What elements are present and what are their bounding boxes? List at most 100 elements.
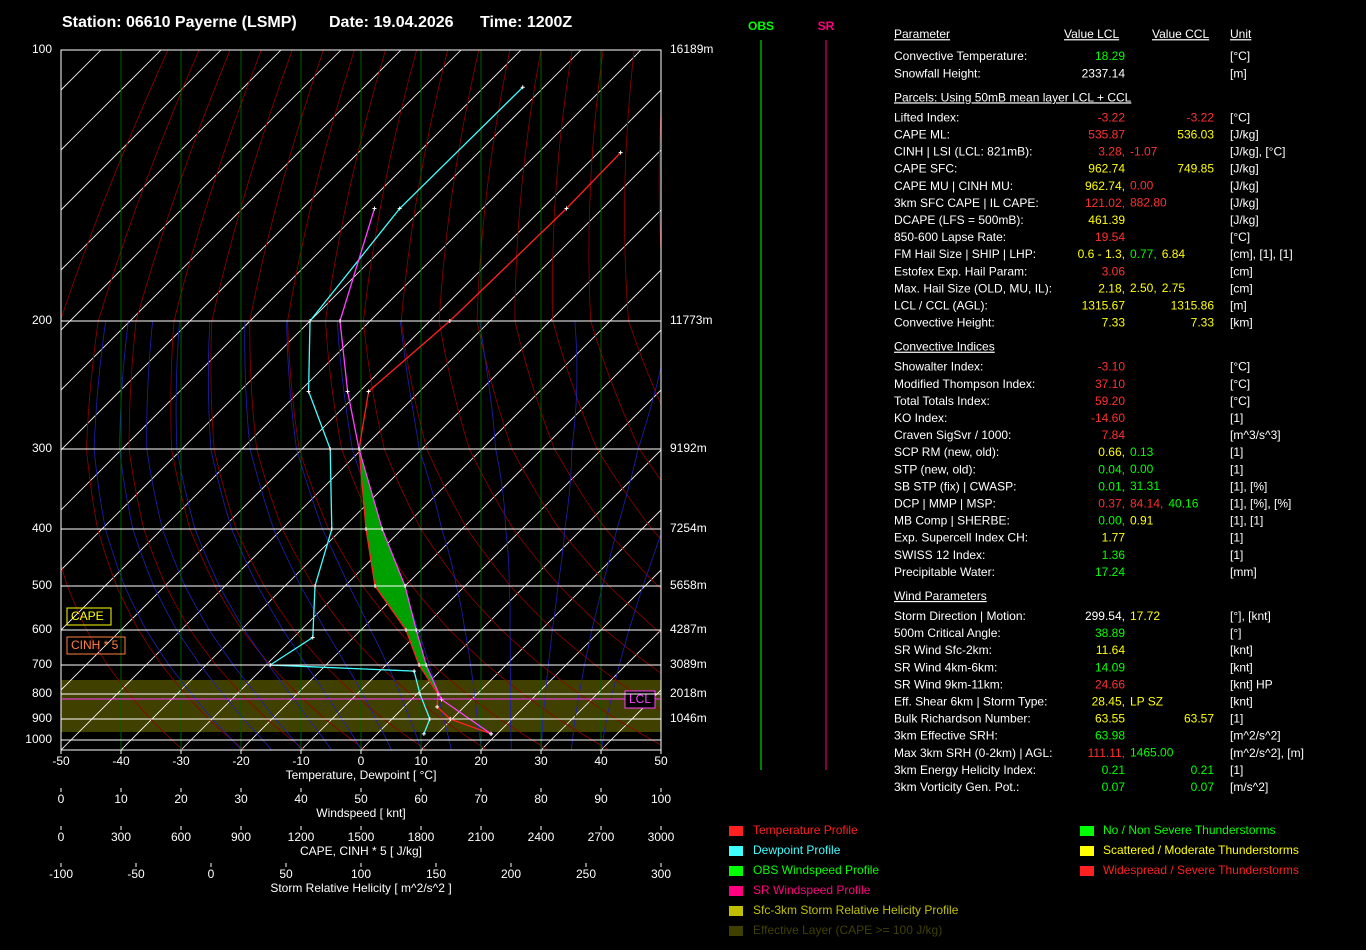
dry-adiabat [210,50,427,750]
x-tick-label: 0 [358,754,365,768]
x-tick-label: 2100 [468,830,495,844]
row-label: Eff. Shear 6km | Storm Type: [894,694,1047,708]
row-label: Showalter Index: [894,360,983,374]
moist-adiabat [208,320,362,750]
moist-adiabat [146,320,302,750]
dry-adiabat [624,50,661,406]
profile-point [421,731,426,736]
x-tick-label: -50 [127,867,145,881]
row-unit: [°], [knt] [1230,609,1271,623]
height-label: 1046m [670,711,707,725]
scale-title: Storm Relative Helicity [ m^2/s^2 ] [270,881,451,895]
isotherm [61,50,582,571]
row-label: 850-600 Lapse Rate: [894,230,1006,244]
row-unit: [m^2/s^2] [1230,729,1281,743]
value-lcl: 0.37, [1098,496,1125,510]
legend-label: Dewpoint Profile [753,843,841,857]
x-tick-label: 1500 [348,830,375,844]
row-unit: [1], [%] [1230,479,1267,493]
isotherm [61,50,462,451]
pressure-label: 800 [32,686,52,700]
row-label: SR Wind Sfc-2km: [894,643,992,657]
profile-point [489,731,494,736]
profile-point [372,206,377,211]
x-tick-label: 1200 [288,830,315,844]
value-lcl: 0.6 - 1.3, [1078,247,1125,261]
dry-adiabat [588,50,661,481]
row-unit: [m] [1230,298,1247,312]
x-tick-label: 30 [534,754,548,768]
value-lcl: 63.98 [1095,729,1125,743]
x-tick-label: 200 [501,867,521,881]
value-lcl: 0.04, [1098,462,1125,476]
value-extra: 0.91 [1130,514,1154,528]
value-lcl: 37.10 [1095,377,1125,391]
value-ccl: 0.07 [1191,780,1215,794]
dry-adiabat [551,50,661,540]
moist-adiabat [399,320,482,750]
pressure-label: 1000 [25,732,52,746]
table-header: Value LCL [1064,27,1119,41]
value-ccl: 63.57 [1184,712,1214,726]
value-segment: 40.16 [1168,496,1198,510]
row-label: Modified Thompson Index: [894,377,1035,391]
row-label: LCL / CCL (AGL): [894,298,988,312]
row-unit: [1] [1230,712,1243,726]
height-label: 11773m [670,313,712,327]
row-unit: [knt] HP [1230,677,1273,691]
moist-adiabat [244,320,392,750]
value-segment: 17.72 [1130,609,1160,623]
x-tick-label: 0 [208,867,215,881]
value-lcl: 2.18, [1098,281,1125,295]
profile-point [520,85,525,90]
cinh-label: CINH * 5 [71,638,119,652]
x-tick-label: -30 [172,754,190,768]
moist-adiabat [286,320,422,750]
moist-adiabat [600,532,661,750]
legend-label: Widespread / Severe Thunderstorms [1103,863,1299,877]
value-lcl: 1315.67 [1082,298,1126,312]
value-lcl: 0.66, [1098,445,1125,459]
legend-swatch [1080,826,1094,836]
value-lcl: -14.60 [1091,411,1125,425]
legend-label: OBS Windspeed Profile [753,863,879,877]
value-lcl: 121.02, [1085,196,1125,210]
wind-column-label: SR [818,19,835,33]
row-label: 3km Vorticity Gen. Pot.: [894,780,1019,794]
x-tick-label: 250 [576,867,596,881]
section-title: Parcels: Using 50mB mean layer LCL + CCL [894,90,1132,104]
row-label: Convective Height: [894,316,995,330]
value-lcl: 1.36 [1102,548,1126,562]
profile-line [339,208,492,735]
x-tick-label: -10 [292,754,310,768]
row-label: Max 3km SRH (0-2km) | AGL: [894,746,1052,760]
value-extra: 882.80 [1130,196,1167,210]
profile-line [268,86,524,735]
x-tick-label: 80 [534,792,548,806]
row-label: SCP RM (new, old): [894,445,999,459]
isotherm [61,50,282,271]
x-tick-label: 50 [354,792,368,806]
row-label: SR Wind 4km-6km: [894,660,997,674]
row-label: SR Wind 9km-11km: [894,677,1003,691]
scale-title: Windspeed [ knt] [316,806,405,820]
value-segment: 2.50, [1130,281,1157,295]
pressure-label: 100 [32,42,52,56]
isotherm [540,629,661,750]
isotherm [0,50,41,750]
value-segment: 6.84 [1162,247,1186,261]
value-lcl: 24.66 [1095,677,1125,691]
isotherm [120,209,661,750]
row-unit: [cm] [1230,264,1253,278]
isotherm [61,50,402,391]
profile-point [564,206,569,211]
value-lcl: 461.39 [1088,213,1125,227]
dry-adiabat [287,50,548,750]
date: Date: 19.04.2026 [329,14,454,31]
row-unit: [°C] [1230,377,1250,391]
profile-point [310,635,315,640]
x-tick-label: 0 [58,830,65,844]
cape-box [66,607,112,626]
moist-adiabat [570,365,661,750]
row-label: Lifted Index: [894,110,959,124]
